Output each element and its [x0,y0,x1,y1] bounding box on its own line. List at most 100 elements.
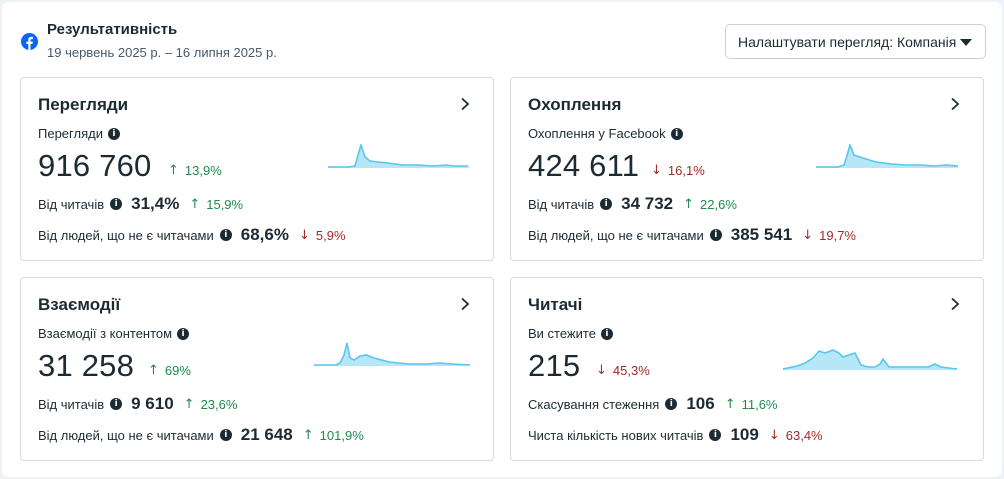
breakdown-value: 68,6% [240,225,289,244]
metric-delta-value: 13,9% [184,163,222,178]
metric-label: Перегляди i [38,126,120,141]
metric-delta: ↑ 13,9% [168,163,222,178]
breakdown-label: Від читачів [528,196,595,212]
facebook-icon [21,33,38,50]
info-icon[interactable]: i [110,198,123,210]
metric-delta-value: 69% [164,363,191,378]
breakdown-delta-value: 63,4% [785,427,823,443]
arrow-up-icon: ↑ [189,196,201,212]
metric-delta: ↓ 45,3% [596,363,650,378]
arrow-up-icon: ↑ [168,163,179,178]
date-range: 19 червень 2025 р. – 16 липня 2025 р. [47,45,277,60]
breakdown-delta: ↑ 22,6% [683,197,737,212]
sparkline-line [783,349,958,370]
breakdown-delta-value: 5,9% [315,227,346,243]
breakdown-value: 21 648 [240,425,293,444]
sparkline-area [328,145,470,168]
metric-label-text: Взаємодії з контентом [38,326,173,341]
info-icon[interactable]: i [219,429,232,441]
arrow-up-icon: ↑ [683,196,695,212]
metric-label: Ви стежите i [528,326,613,341]
card-reach[interactable]: Охоплення Охоплення у Facebook i 424 611 ↓ 16… [510,77,984,261]
breakdown-delta-value: 23,6% [200,396,238,412]
breakdown-row: Від читачів i 34 732 ↑ 22,6% [528,194,737,214]
breakdown-delta: ↑ 23,6% [184,397,238,412]
breakdown-delta: ↑ 15,9% [189,197,243,212]
metric-value: 31 258 [38,348,135,383]
breakdown-delta-value: 19,7% [819,227,856,243]
breakdown-row: Чиста кількість нових читачів i 109 ↓ 63,4% [528,425,823,445]
metric-value: 916 760 [38,148,152,183]
chevron-right-icon[interactable] [459,297,471,311]
card-title-reach: Охоплення [528,95,622,114]
arrow-down-icon: ↓ [596,363,607,378]
breakdown-delta: ↓ 19,7% [802,228,856,243]
info-icon[interactable]: i [709,429,722,441]
breakdown-delta: ↓ 5,9% [299,228,346,243]
breakdown-row: Від людей, що не є читачами i 385 541 ↓ 19,7… [528,225,856,245]
card-followers[interactable]: Читачі Ви стежите i 215 ↓ 45,3% Скасування сте… [510,277,984,461]
breakdown-label: Від людей, що не є читачами [38,427,214,443]
arrow-down-icon: ↓ [768,427,780,443]
info-icon[interactable]: i [670,127,683,140]
breakdown-row: Від людей, що не є читачами i 21 648 ↑ 101,9… [38,425,364,445]
customize-view-label: Налаштувати перегляд: Компанія [738,33,957,50]
sparkline-chart [328,144,470,168]
breakdown-value: 34 732 [621,194,674,213]
arrow-up-icon: ↑ [724,396,736,412]
sparkline-chart [816,144,959,168]
sparkline-line [328,144,468,168]
info-icon[interactable]: i [177,327,190,340]
breakdown-label: Від читачів [38,396,105,412]
breakdown-label: Від читачів [38,196,105,212]
arrow-down-icon: ↓ [298,227,310,243]
info-icon[interactable]: i [665,398,678,410]
breakdown-label: Від людей, що не є читачами [38,227,214,243]
card-title-views: Перегляди [38,95,129,114]
info-icon[interactable]: i [107,127,120,140]
arrow-up-icon: ↑ [302,427,314,443]
breakdown-delta: ↑ 11,6% [725,397,778,412]
arrow-down-icon: ↓ [651,163,662,178]
breakdown-row: Від читачів i 9 610 ↑ 23,6% [38,394,237,414]
info-icon[interactable]: i [219,229,232,241]
metric-delta: ↑ 69% [148,363,191,378]
info-icon[interactable]: i [709,229,722,241]
info-icon[interactable]: i [600,198,613,210]
breakdown-delta: ↑ 101,9% [303,428,364,443]
breakdown-value: 31,4% [131,194,180,213]
chevron-right-icon[interactable] [949,97,961,111]
arrow-up-icon: ↑ [148,363,159,378]
sparkline-chart [783,349,958,370]
info-icon[interactable]: i [600,327,613,340]
sparkline-line [314,342,471,366]
info-icon[interactable]: i [110,398,123,410]
card-title-interactions: Взаємодії [38,295,121,314]
metric-label: Взаємодії з контентом i [38,326,190,341]
chevron-right-icon[interactable] [949,297,961,311]
card-views[interactable]: Перегляди Перегляди i 916 760 ↑ 13,9% Від чита… [20,77,494,261]
metric-label-text: Ви стежите [528,326,596,341]
breakdown-row: Скасування стеження i 106 ↑ 11,6% [528,394,778,414]
breakdown-value: 109 [730,425,759,444]
sparkline-line [816,144,959,168]
card-title-followers: Читачі [528,295,583,314]
card-interactions[interactable]: Взаємодії Взаємодії з контентом i 31 258 ↑ 69… [20,277,494,461]
sparkline-chart [314,342,471,366]
breakdown-value: 385 541 [730,225,793,244]
sparkline-area [783,350,957,370]
breakdown-label: Скасування стеження [528,396,660,412]
customize-view-button[interactable]: Налаштувати перегляд: Компанія [725,24,986,59]
breakdown-delta-value: 101,9% [319,427,364,443]
breakdown-value: 106 [686,394,715,413]
page-title: Результативність [47,21,178,38]
metric-delta-value: 45,3% [612,363,650,378]
breakdown-delta-value: 15,9% [206,196,244,212]
chevron-right-icon[interactable] [459,97,471,111]
metric-delta-value: 16,1% [667,163,705,178]
metric-delta: ↓ 16,1% [651,163,705,178]
metric-value: 215 [528,348,581,383]
sparkline-area [816,145,958,168]
breakdown-delta-value: 11,6% [741,396,778,412]
breakdown-label: Чиста кількість нових читачів [528,427,704,443]
